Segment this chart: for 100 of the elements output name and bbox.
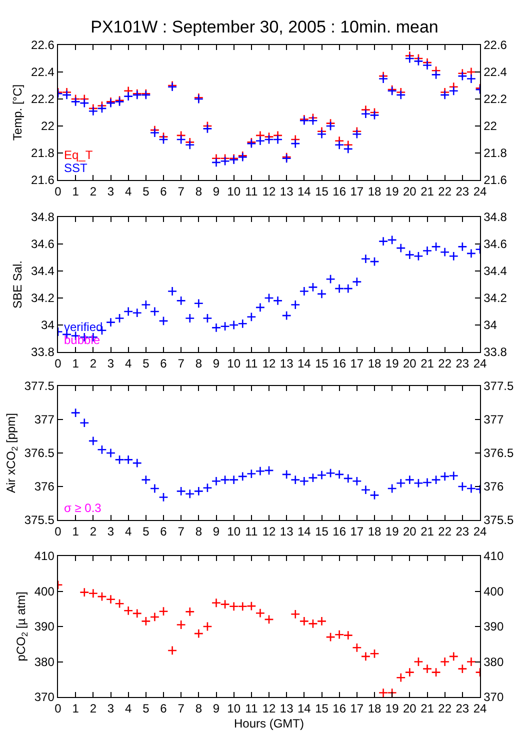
x-tick-label: 17: [350, 702, 364, 716]
point: [308, 282, 318, 292]
point: [290, 609, 300, 620]
y-tick-label: 376: [34, 480, 55, 494]
point: [264, 293, 274, 303]
y2-tick-label: 21.8: [484, 146, 508, 160]
point: [202, 124, 212, 134]
x-tick-label: 5: [142, 702, 150, 716]
x-tick-label: 16: [332, 184, 346, 199]
point: [150, 306, 160, 316]
x-tick-label: 21: [420, 184, 434, 199]
x-tick-label: 21: [420, 702, 434, 716]
point: [431, 70, 441, 80]
point: [360, 254, 371, 264]
point: [220, 474, 230, 485]
point: [466, 248, 476, 258]
x-tick-label: 6: [160, 702, 168, 716]
y-axis-title: SBE Sal.: [10, 260, 24, 309]
x-tick-label: 23: [456, 184, 470, 199]
x-tick-label: 2: [90, 524, 97, 539]
x-tick-label: 20: [402, 356, 417, 371]
point: [123, 91, 134, 102]
point: [185, 140, 195, 150]
point: [290, 300, 300, 310]
x-tick-label: 11: [245, 184, 258, 199]
y2-tick-label: 22: [484, 119, 498, 134]
point: [414, 478, 424, 488]
point: [343, 144, 353, 154]
point: [176, 620, 186, 630]
point: [220, 322, 230, 332]
point: [290, 474, 300, 485]
point: [404, 54, 415, 64]
point: [123, 306, 134, 316]
x-tick-label: 10: [227, 524, 241, 539]
y-tick-label: 377: [34, 412, 55, 427]
x-tick-label: 22: [438, 184, 452, 199]
y-tick-label: 21.8: [31, 146, 55, 160]
x-tick-label: 19: [385, 524, 400, 539]
x-tick-label: 4: [124, 184, 132, 199]
x-tick-label: 13: [280, 184, 294, 199]
point: [334, 630, 344, 640]
x-tick-label: 9: [212, 702, 220, 716]
point: [422, 478, 432, 488]
text: Eq_T: [64, 148, 94, 162]
point: [448, 251, 458, 261]
point: [132, 458, 142, 468]
point: [211, 476, 222, 486]
y-tick-label: 370: [34, 690, 55, 704]
point: [123, 454, 134, 465]
point: [352, 129, 362, 139]
x-tick-label: 2: [90, 184, 97, 199]
point: [246, 468, 256, 479]
point: [238, 602, 248, 612]
point: [228, 474, 239, 485]
y-tick-label: 33.8: [31, 345, 55, 360]
point: [150, 128, 160, 138]
y2-tick-label: 34.2: [484, 291, 508, 306]
x-tick-label: 14: [297, 702, 312, 716]
y-tick-label: 376.5: [24, 446, 55, 460]
y-tick-label: 375.5: [24, 513, 55, 528]
y-tick-label: 390: [34, 620, 55, 634]
x-tick-label: 8: [195, 356, 202, 371]
y2-tick-label: 410: [484, 549, 504, 564]
y2-tick-label: 22.4: [484, 65, 508, 80]
annotation: bubble: [64, 333, 100, 347]
point: [378, 74, 388, 84]
point: [396, 478, 406, 488]
x-tick-label: 12: [262, 356, 276, 371]
x-tick-label: 9: [212, 184, 220, 199]
point: [440, 90, 450, 100]
point: [255, 136, 266, 146]
x-tick-label: 5: [142, 524, 150, 539]
point: [158, 492, 168, 502]
point: [255, 466, 266, 476]
y-axis-title: Temp. [°C]: [10, 84, 24, 141]
point: [431, 474, 441, 485]
x-tick-label: 24: [473, 702, 487, 716]
x-tick-label: 7: [178, 702, 185, 716]
point: [88, 436, 98, 446]
point: [326, 632, 336, 642]
point: [316, 616, 327, 626]
x-tick-label: 10: [227, 702, 241, 716]
x-tick-label: 2: [90, 702, 97, 716]
x-axis-title: Hours (GMT): [234, 716, 304, 730]
point: [431, 667, 441, 678]
point: [202, 482, 212, 493]
point: [238, 318, 248, 328]
point: [396, 243, 406, 253]
x-tick-label: 23: [456, 702, 470, 716]
point: [88, 588, 98, 598]
x-tick-label: 5: [142, 184, 150, 199]
point: [123, 606, 134, 616]
point: [326, 274, 336, 284]
y-tick-label: 410: [34, 549, 55, 564]
y2-tick-label: 34.4: [484, 264, 508, 278]
point: [440, 247, 450, 257]
point: [62, 90, 72, 100]
point: [404, 474, 415, 485]
point: [185, 313, 195, 324]
point: [70, 408, 80, 418]
